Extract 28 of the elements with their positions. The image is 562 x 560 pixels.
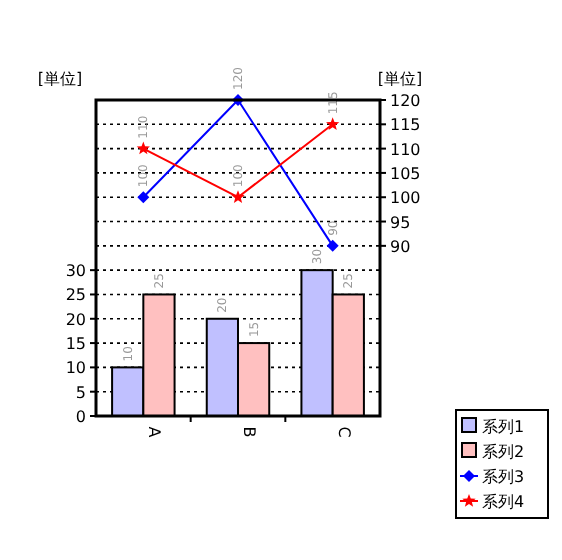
point — [326, 239, 339, 252]
point — [231, 190, 245, 203]
y-tick-label: 5 — [75, 383, 86, 402]
x-tick-label: C — [334, 426, 353, 439]
y-tick-label: 20 — [65, 310, 86, 329]
y-tick-label: 15 — [65, 335, 86, 354]
y2-tick-label: 95 — [390, 213, 411, 232]
x-tick-label: B — [240, 426, 258, 438]
point — [137, 191, 150, 204]
y-tick-label: 0 — [75, 408, 86, 426]
point — [326, 117, 340, 130]
point — [136, 141, 150, 155]
y2-tick-label: 105 — [390, 164, 421, 183]
y2-axis-title: [単位] — [377, 70, 423, 88]
y2-tick-label: 100 — [390, 189, 421, 208]
y2-tick-label: 120 — [390, 92, 421, 110]
x-tick-label: A — [145, 426, 164, 439]
legend-label: 系列4 — [482, 493, 525, 511]
legend-label: 系列1 — [482, 418, 525, 436]
y2-tick-label: 90 — [390, 237, 411, 256]
y-tick-label: 30 — [65, 262, 86, 281]
legend-label: 系列2 — [482, 443, 525, 461]
y-tick-label: 10 — [65, 359, 86, 378]
y-tick-label: 25 — [65, 286, 86, 305]
y2-tick-label: 115 — [390, 116, 421, 135]
y2-tick-label: 110 — [390, 140, 421, 159]
legend-label: 系列3 — [482, 468, 525, 486]
y-axis-title: [単位] — [37, 70, 83, 88]
